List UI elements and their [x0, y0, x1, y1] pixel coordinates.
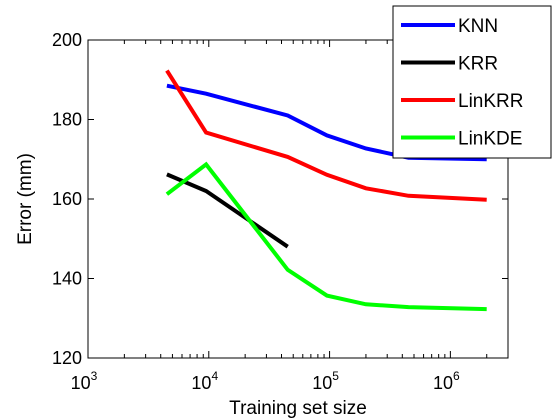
legend-label-linkrr: LinKRR	[458, 91, 523, 112]
x-axis-label: Training set size	[229, 398, 367, 419]
y-tick-label: 140	[52, 269, 82, 289]
y-tick-label: 160	[52, 189, 82, 209]
legend-label-krr: KRR	[458, 54, 498, 75]
y-tick-label: 180	[52, 110, 82, 130]
x-tick-exponent: 5	[332, 369, 339, 383]
y-tick-label: 120	[52, 348, 82, 368]
x-tick-exponent: 4	[211, 369, 218, 383]
series-line-linkrr	[165, 69, 487, 202]
x-tick-base: 10	[312, 373, 332, 393]
x-tick-label: 104	[191, 369, 218, 393]
x-tick-exponent: 3	[91, 369, 98, 383]
legend-label-knn: KNN	[458, 16, 498, 37]
legend-label-linkde: LinKDE	[458, 129, 522, 150]
series-line-krr	[166, 172, 289, 249]
x-tick-label: 103	[71, 369, 98, 393]
x-tick-exponent: 6	[453, 369, 460, 383]
x-tick-base: 10	[191, 373, 211, 393]
axes-frame	[87, 39, 509, 359]
x-tick-label: 105	[312, 369, 339, 393]
y-axis-label: Error (mm)	[15, 153, 36, 245]
legend-box	[392, 5, 552, 159]
series-line-linkde	[165, 161, 487, 312]
x-tick-label: 106	[433, 369, 460, 393]
y-tick-label: 200	[52, 30, 82, 50]
x-tick-base: 10	[433, 373, 453, 393]
legend: KNN KRR LinKRR LinKDE	[392, 5, 552, 159]
x-tick-base: 10	[71, 373, 91, 393]
